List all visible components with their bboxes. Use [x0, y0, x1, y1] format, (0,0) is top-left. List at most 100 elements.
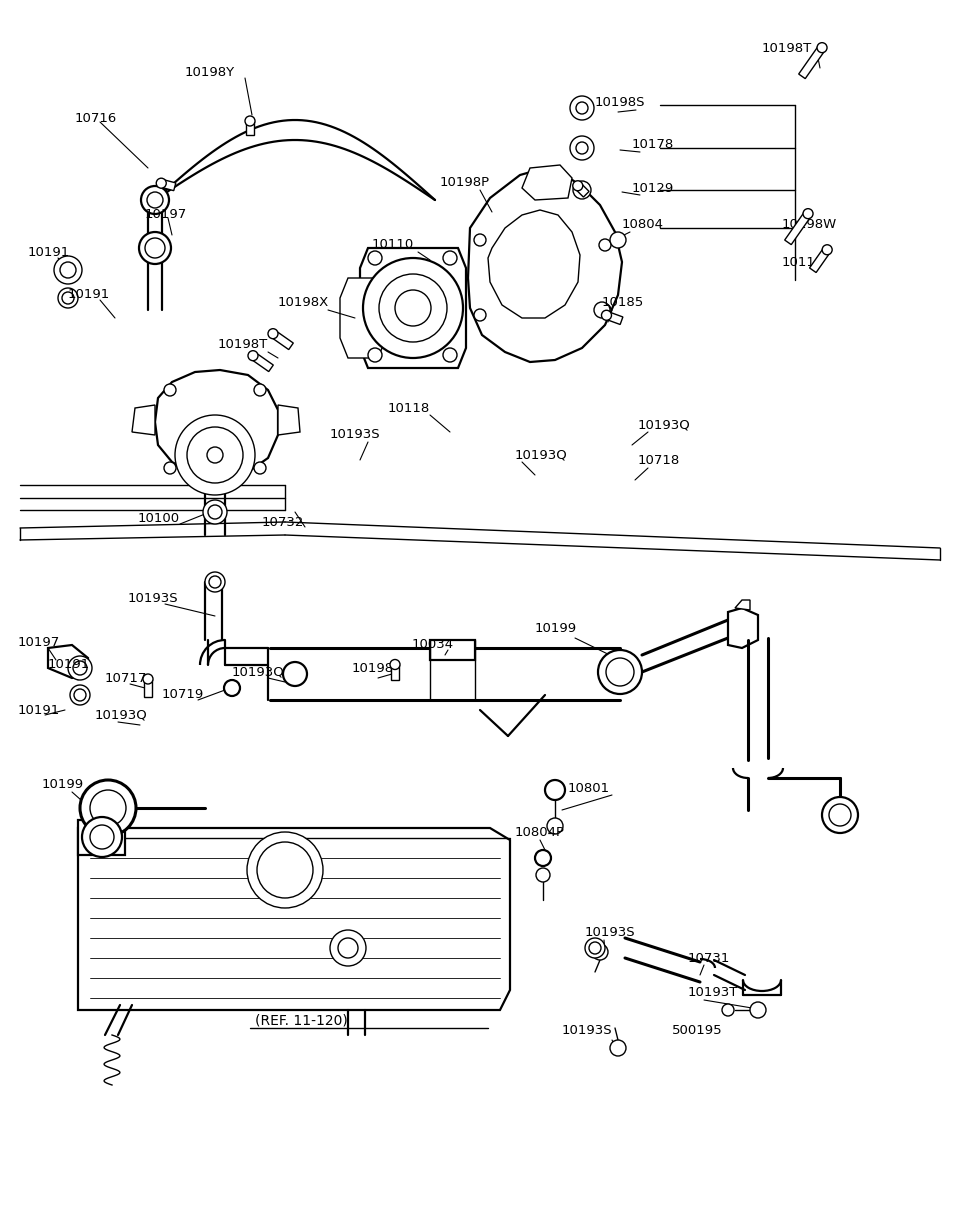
Text: 10193Q: 10193Q — [232, 666, 285, 679]
Circle shape — [248, 351, 258, 361]
Circle shape — [82, 817, 122, 857]
Polygon shape — [271, 330, 294, 350]
Text: 10193S: 10193S — [330, 428, 380, 442]
Polygon shape — [488, 211, 580, 318]
Polygon shape — [160, 179, 176, 191]
Text: 10193S: 10193S — [585, 926, 636, 939]
Circle shape — [175, 415, 255, 495]
Polygon shape — [728, 607, 758, 649]
Circle shape — [74, 688, 86, 701]
Polygon shape — [278, 405, 300, 436]
Circle shape — [390, 659, 400, 669]
Polygon shape — [391, 664, 399, 680]
Circle shape — [598, 650, 642, 695]
Polygon shape — [605, 311, 623, 324]
Text: 10198P: 10198P — [440, 175, 491, 189]
Circle shape — [156, 178, 166, 189]
Text: 10193Q: 10193Q — [515, 449, 567, 461]
Circle shape — [203, 500, 227, 524]
Text: 10118: 10118 — [388, 402, 430, 415]
Circle shape — [570, 96, 594, 120]
Polygon shape — [48, 645, 88, 678]
Circle shape — [257, 842, 313, 898]
Circle shape — [141, 186, 169, 214]
Polygon shape — [360, 248, 466, 368]
Text: 10198T: 10198T — [218, 339, 268, 351]
Circle shape — [70, 685, 90, 705]
Text: 10193Q: 10193Q — [95, 709, 148, 721]
Circle shape — [90, 790, 126, 826]
Text: 10198W: 10198W — [782, 219, 837, 231]
Text: 10716: 10716 — [75, 111, 117, 125]
Text: 10191: 10191 — [28, 246, 70, 259]
Text: (REF. 11-120): (REF. 11-120) — [255, 1013, 348, 1027]
Circle shape — [822, 244, 832, 255]
Circle shape — [363, 258, 463, 358]
Circle shape — [592, 944, 608, 960]
Polygon shape — [340, 278, 386, 358]
Circle shape — [545, 780, 565, 800]
Text: 10034: 10034 — [412, 639, 454, 651]
Text: 10178: 10178 — [632, 138, 674, 151]
Text: 10191: 10191 — [68, 288, 110, 301]
Polygon shape — [251, 352, 274, 371]
Text: 10191: 10191 — [18, 703, 60, 716]
Polygon shape — [575, 183, 589, 197]
Circle shape — [139, 232, 171, 264]
Text: 10199: 10199 — [535, 622, 577, 634]
Circle shape — [750, 1002, 766, 1018]
Text: 10199: 10199 — [42, 778, 84, 791]
Circle shape — [817, 42, 827, 53]
Polygon shape — [78, 828, 510, 1010]
Circle shape — [207, 446, 223, 463]
Circle shape — [573, 99, 591, 117]
Polygon shape — [246, 121, 254, 136]
Text: 10193S: 10193S — [128, 592, 179, 605]
Circle shape — [187, 427, 243, 483]
Circle shape — [535, 849, 551, 866]
Polygon shape — [144, 679, 152, 697]
Circle shape — [58, 288, 78, 309]
Text: 10100: 10100 — [138, 512, 180, 524]
Polygon shape — [799, 45, 826, 79]
Circle shape — [147, 192, 163, 208]
Circle shape — [330, 930, 366, 966]
Circle shape — [143, 674, 153, 684]
Text: 10718: 10718 — [638, 454, 681, 467]
Circle shape — [573, 182, 591, 198]
Circle shape — [62, 292, 74, 304]
Circle shape — [576, 102, 588, 114]
Text: 10804: 10804 — [622, 219, 664, 231]
Circle shape — [576, 142, 588, 154]
Circle shape — [589, 943, 601, 953]
Circle shape — [205, 572, 225, 592]
Circle shape — [68, 656, 92, 680]
Circle shape — [829, 803, 851, 826]
Text: 10113: 10113 — [782, 255, 825, 269]
Text: 500195: 500195 — [672, 1024, 723, 1037]
Circle shape — [209, 576, 221, 588]
Polygon shape — [132, 405, 155, 436]
Circle shape — [379, 273, 447, 342]
Circle shape — [547, 818, 563, 834]
Circle shape — [164, 462, 176, 474]
Text: 10185: 10185 — [602, 295, 644, 309]
Text: 10198T: 10198T — [762, 41, 812, 54]
Polygon shape — [809, 248, 830, 272]
Text: 10197: 10197 — [145, 208, 187, 221]
Text: 10193Q: 10193Q — [638, 419, 691, 432]
Text: 10198: 10198 — [352, 662, 395, 674]
Text: 10198S: 10198S — [595, 96, 645, 109]
Circle shape — [73, 661, 87, 675]
Text: 10193S: 10193S — [562, 1024, 612, 1037]
Circle shape — [822, 797, 858, 832]
Circle shape — [145, 238, 165, 258]
Text: 10198Y: 10198Y — [185, 65, 235, 79]
Circle shape — [599, 304, 611, 316]
Circle shape — [602, 310, 612, 321]
Circle shape — [573, 139, 591, 157]
Circle shape — [90, 825, 114, 849]
Circle shape — [54, 257, 82, 284]
Circle shape — [599, 240, 611, 250]
Circle shape — [80, 780, 136, 836]
